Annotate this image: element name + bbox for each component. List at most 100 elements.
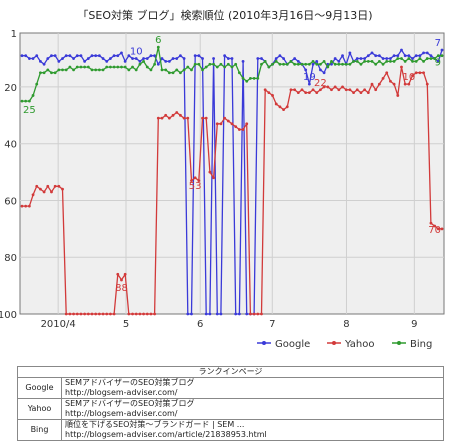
data-point	[127, 68, 131, 72]
data-point	[370, 59, 374, 63]
data-point	[201, 68, 204, 72]
data-point	[182, 116, 186, 120]
data-point	[296, 91, 300, 95]
data-point	[223, 116, 227, 120]
data-point	[94, 54, 98, 58]
y-tick-label: 1	[11, 29, 17, 40]
data-point	[425, 57, 429, 60]
data-point	[326, 85, 330, 89]
data-point	[263, 59, 267, 63]
page-title[interactable]: SEMアドバイザーのSEO対策ブログ	[65, 399, 195, 408]
data-point	[156, 45, 160, 49]
data-point	[245, 312, 249, 316]
data-point	[175, 111, 179, 114]
data-point	[112, 65, 116, 69]
data-point	[90, 68, 94, 72]
data-point	[204, 312, 208, 316]
rank-in-pages-table: ランクインページ Google SEMアドバイザーのSEO対策ブログ http:…	[17, 366, 444, 441]
data-point	[237, 128, 241, 131]
data-point	[46, 68, 50, 72]
data-point	[68, 54, 72, 58]
data-point	[145, 57, 149, 60]
data-point	[418, 71, 422, 75]
data-point	[153, 54, 157, 58]
data-point	[274, 102, 278, 106]
data-point	[311, 62, 315, 66]
data-point	[425, 82, 429, 86]
data-point	[201, 57, 204, 60]
page-title[interactable]: 順位を下げるSEO対策～ブランドガード | SEM ...	[65, 420, 245, 429]
data-point	[256, 57, 260, 60]
data-point	[42, 71, 46, 75]
page-url[interactable]: http://blogsem-adviser.com/	[65, 388, 178, 397]
x-tick-label: 2010/4	[41, 319, 76, 330]
data-point	[411, 59, 414, 63]
data-point	[193, 176, 197, 180]
x-tick-label: 7	[269, 319, 275, 330]
data-point	[374, 88, 378, 92]
data-point	[337, 88, 341, 92]
data-point	[53, 184, 57, 188]
data-point	[149, 68, 153, 72]
series-lines	[20, 45, 444, 316]
page-url[interactable]: http://blogsem-adviser.com/	[65, 409, 178, 418]
data-point	[403, 59, 407, 63]
data-point	[75, 65, 79, 69]
data-point	[24, 204, 28, 208]
data-point	[234, 312, 238, 316]
data-point	[72, 312, 75, 316]
data-point	[190, 312, 193, 316]
data-point	[363, 59, 367, 63]
data-label: 19	[303, 72, 316, 83]
data-point	[219, 312, 223, 316]
data-point	[219, 122, 223, 126]
data-point	[385, 57, 389, 60]
data-point	[304, 68, 308, 72]
data-point	[234, 125, 238, 129]
page-url[interactable]: http://blogsem-adviser.com/article/21838…	[65, 430, 267, 439]
data-point	[79, 65, 83, 69]
data-point	[392, 82, 396, 86]
engine-cell: Bing	[17, 419, 62, 441]
data-point	[400, 65, 403, 69]
data-point	[289, 88, 293, 92]
data-point	[64, 54, 68, 58]
data-point	[429, 221, 433, 225]
data-point	[403, 54, 407, 58]
data-point	[315, 91, 319, 95]
data-point	[31, 94, 35, 97]
data-point	[27, 99, 31, 103]
data-point	[208, 312, 212, 316]
data-point	[319, 88, 322, 92]
data-point	[341, 62, 344, 66]
data-point	[167, 59, 171, 63]
data-point	[411, 74, 414, 77]
data-point	[304, 91, 308, 95]
data-point	[385, 59, 389, 63]
data-point	[256, 312, 260, 316]
data-point	[296, 59, 300, 63]
data-point	[418, 57, 422, 60]
data-point	[175, 57, 179, 60]
data-point	[42, 62, 46, 66]
data-point	[348, 62, 352, 66]
data-point	[27, 57, 31, 60]
data-point	[414, 59, 418, 63]
data-label: 6	[155, 35, 161, 46]
legend-marker	[262, 341, 266, 345]
data-label: 88	[115, 283, 128, 294]
data-point	[145, 312, 149, 316]
data-point	[142, 312, 145, 316]
data-point	[153, 62, 157, 66]
page-title[interactable]: SEMアドバイザーのSEO対策ブログ	[65, 378, 195, 387]
data-point	[64, 68, 68, 72]
data-point	[407, 54, 411, 58]
data-point	[131, 65, 134, 69]
data-point	[293, 88, 297, 92]
data-point	[319, 62, 322, 66]
data-point	[35, 82, 39, 86]
page-cell: SEMアドバイザーのSEO対策ブログ http://blogsem-advise…	[61, 398, 444, 420]
data-point	[123, 59, 127, 63]
data-point	[123, 272, 127, 276]
data-point	[153, 312, 157, 316]
